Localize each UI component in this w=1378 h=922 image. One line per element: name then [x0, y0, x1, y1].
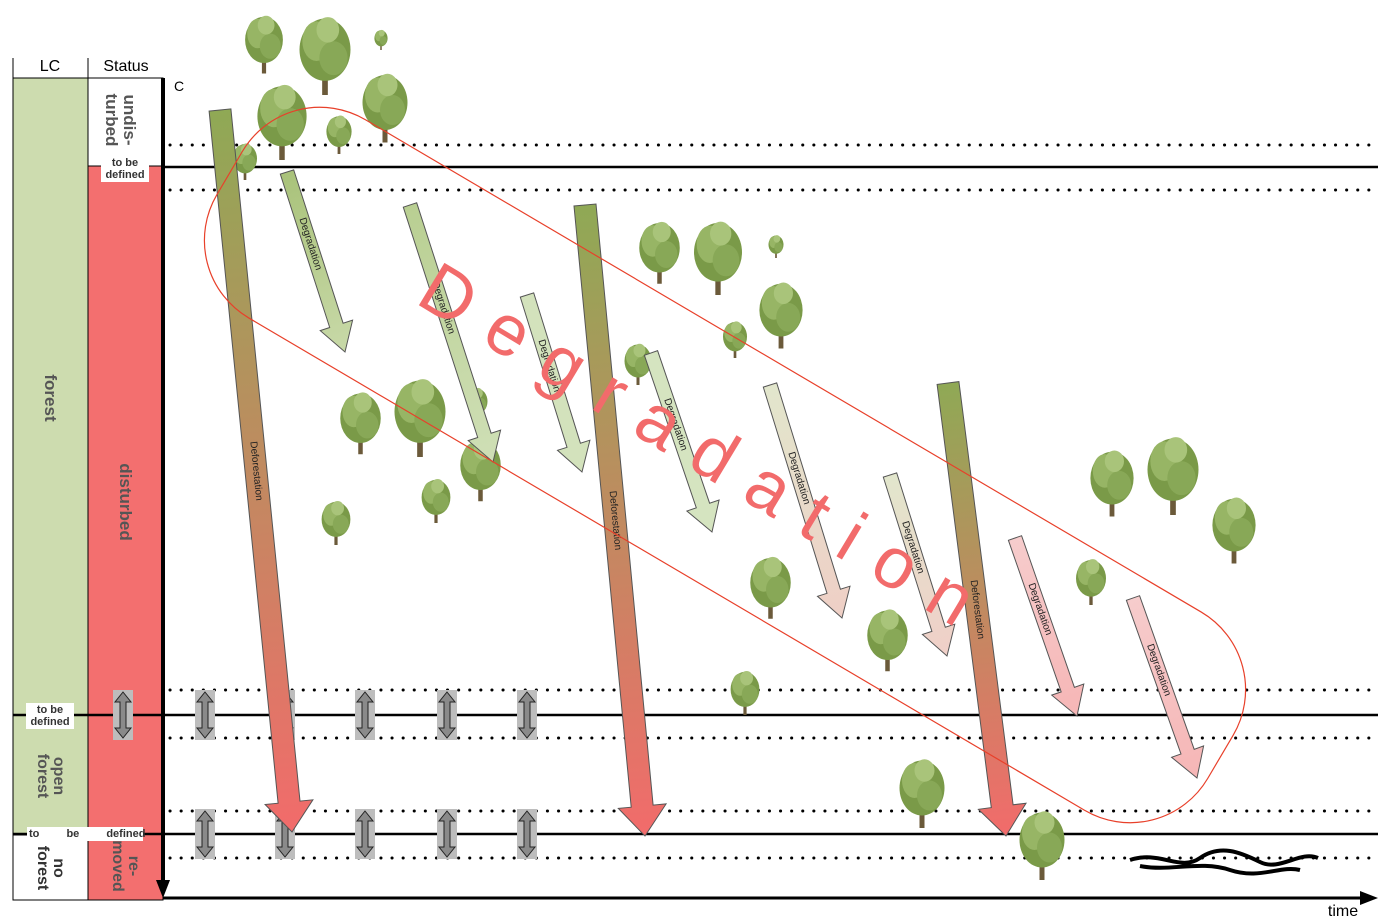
lc-forest: forest	[41, 374, 60, 422]
x-axis-label: time	[1327, 903, 1359, 920]
arrow	[1125, 595, 1205, 779]
lc-header: LC	[39, 58, 61, 75]
y-axis-label: C	[173, 78, 185, 94]
arrow	[936, 381, 1027, 837]
arrow	[519, 292, 591, 473]
lc-to-be-defined: to be defined	[27, 827, 146, 841]
arrow	[208, 108, 314, 833]
status-removed: re- moved	[109, 840, 142, 892]
status-undisturbed: undis- turbed	[102, 93, 139, 147]
status-header: Status	[103, 58, 149, 75]
status-disturbed: disturbed	[116, 463, 135, 541]
arrow	[762, 382, 851, 619]
lc-no-forest: no forest	[34, 845, 67, 891]
lc-to-be-defined: to be defined	[26, 703, 74, 729]
lc-open-forest: open forest	[34, 753, 67, 799]
arrow	[643, 350, 720, 533]
status-to-be-defined: to be defined	[101, 156, 149, 182]
arrow	[573, 203, 668, 837]
arrow	[402, 202, 502, 463]
arrow	[1007, 535, 1085, 717]
arrow	[279, 169, 354, 353]
arrow	[882, 472, 956, 657]
